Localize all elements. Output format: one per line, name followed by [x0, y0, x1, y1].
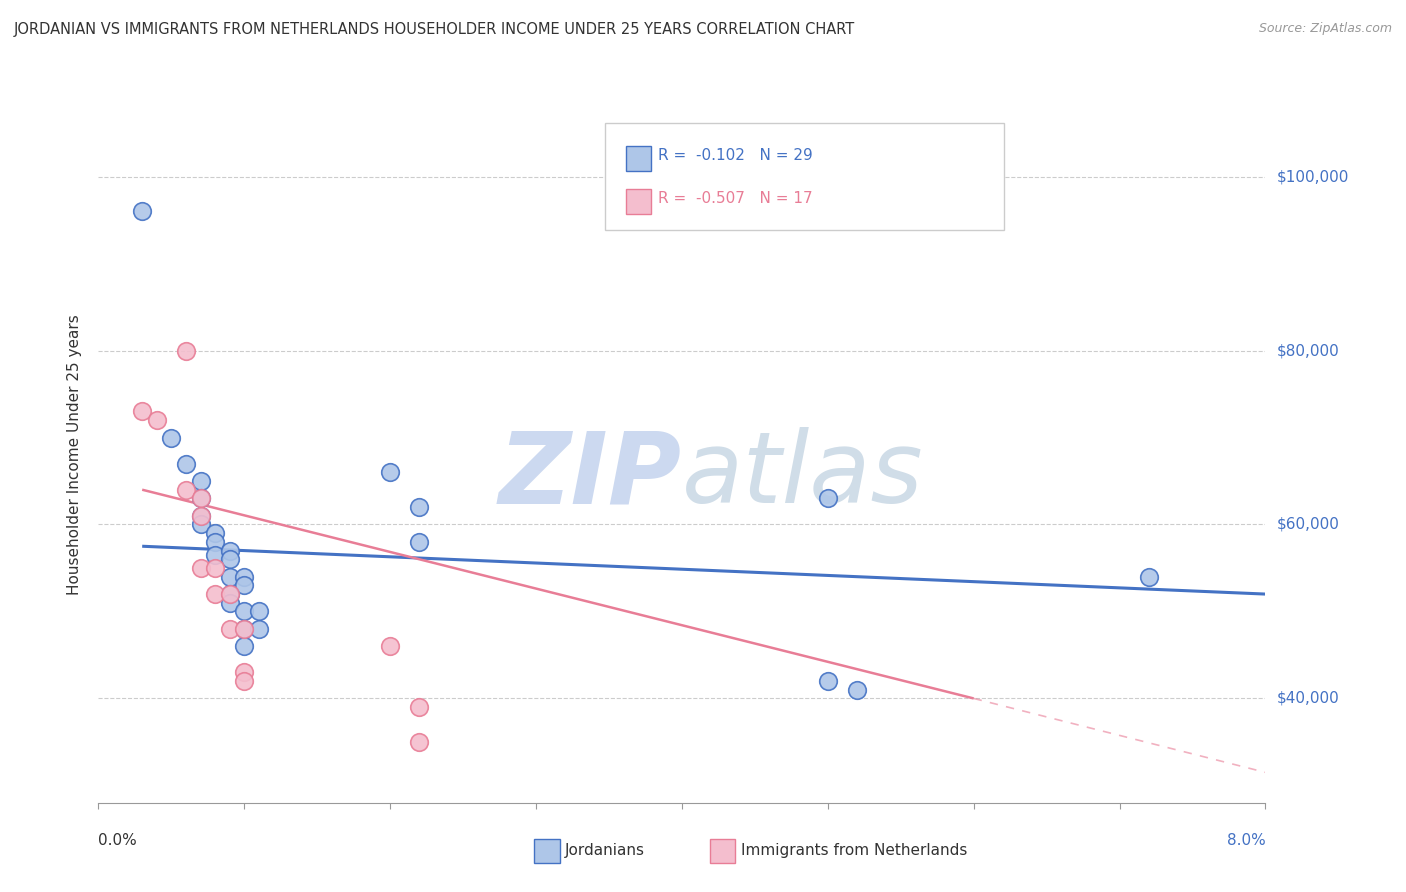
Point: [233, 622, 256, 636]
Point: [247, 622, 270, 636]
Point: [204, 548, 226, 562]
Point: [160, 431, 183, 445]
Point: [204, 535, 226, 549]
Text: JORDANIAN VS IMMIGRANTS FROM NETHERLANDS HOUSEHOLDER INCOME UNDER 25 YEARS CORRE: JORDANIAN VS IMMIGRANTS FROM NETHERLANDS…: [14, 22, 855, 37]
Point: [218, 622, 240, 636]
Text: Immigrants from Netherlands: Immigrants from Netherlands: [741, 844, 967, 858]
Point: [190, 491, 212, 506]
Point: [408, 500, 430, 515]
Point: [190, 508, 212, 523]
Point: [233, 674, 256, 689]
Point: [233, 570, 256, 584]
Point: [817, 491, 839, 506]
Point: [218, 543, 240, 558]
Point: [233, 578, 256, 592]
Text: Jordanians: Jordanians: [565, 844, 645, 858]
Point: [204, 526, 226, 541]
Point: [131, 204, 153, 219]
Point: [378, 639, 402, 653]
Point: [247, 605, 270, 619]
Point: [174, 483, 197, 497]
Text: 8.0%: 8.0%: [1226, 833, 1265, 848]
Y-axis label: Householder Income Under 25 years: Householder Income Under 25 years: [67, 315, 83, 595]
Point: [190, 491, 212, 506]
Text: $80,000: $80,000: [1277, 343, 1340, 358]
Point: [218, 587, 240, 601]
Point: [233, 605, 256, 619]
Point: [146, 413, 169, 427]
Point: [204, 587, 226, 601]
Text: Source: ZipAtlas.com: Source: ZipAtlas.com: [1258, 22, 1392, 36]
Point: [190, 561, 212, 575]
Text: $40,000: $40,000: [1277, 691, 1340, 706]
Point: [174, 343, 197, 358]
Point: [408, 535, 430, 549]
Point: [1137, 570, 1160, 584]
Point: [817, 674, 839, 689]
Point: [218, 570, 240, 584]
Point: [131, 404, 153, 418]
Point: [408, 735, 430, 749]
Point: [845, 682, 868, 697]
Text: $100,000: $100,000: [1277, 169, 1348, 184]
Text: $60,000: $60,000: [1277, 517, 1340, 532]
Point: [218, 552, 240, 566]
Point: [190, 508, 212, 523]
Text: ZIP: ZIP: [499, 427, 682, 524]
Text: R =  -0.507   N = 17: R = -0.507 N = 17: [658, 191, 813, 205]
Point: [190, 517, 212, 532]
Text: atlas: atlas: [682, 427, 924, 524]
Point: [218, 596, 240, 610]
Point: [190, 474, 212, 488]
Point: [218, 587, 240, 601]
Point: [233, 665, 256, 680]
Text: R =  -0.102   N = 29: R = -0.102 N = 29: [658, 148, 813, 162]
Point: [174, 457, 197, 471]
Point: [408, 700, 430, 714]
Point: [233, 622, 256, 636]
Point: [233, 639, 256, 653]
Point: [378, 466, 402, 480]
Text: 0.0%: 0.0%: [98, 833, 138, 848]
Point: [204, 561, 226, 575]
